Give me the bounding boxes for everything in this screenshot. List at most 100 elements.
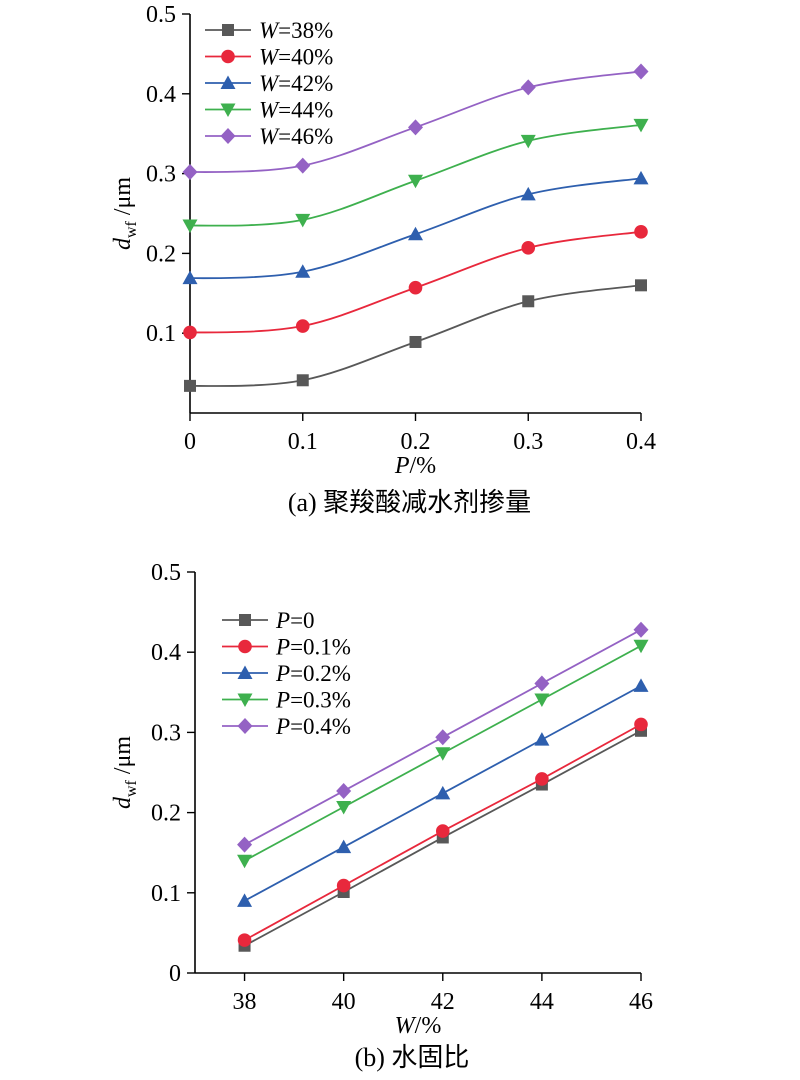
chart-b-series-1-point-3: [535, 772, 549, 786]
chart-b-series-3-point-0: [237, 854, 253, 869]
chart-b-series-1-point-0: [237, 933, 252, 947]
chart-a-series-2-point-1: [295, 264, 311, 278]
chart-b-legend-value-1: =0.1%: [290, 635, 351, 660]
chart-a-series-1-point-3: [521, 241, 536, 255]
chart-a-legend-label-1: W=40%: [259, 45, 333, 70]
chart-a-legend-marker-1: [221, 49, 235, 64]
chart-b-series-4-point-0: [237, 836, 253, 853]
chart-a-legend-marker-2: [220, 75, 236, 89]
chart-b-ytick-label: 0.3: [151, 720, 181, 746]
chart-b-series-2-point-0: [237, 893, 253, 907]
chart-b-legend-marker-4: [237, 718, 253, 734]
chart-a-legend-value-2: =42%: [278, 71, 333, 96]
chart-b-series-1-point-1: [336, 878, 351, 893]
chart-b-series-2-point-1: [336, 839, 352, 854]
chart-b-series-4-point-2: [435, 729, 451, 746]
chart-b-legend-label-2: P=0.2%: [275, 661, 351, 686]
chart-a-series-0-point-1: [296, 374, 309, 387]
chart-a-series-0-point-4: [635, 279, 647, 292]
chart-a-xtick-label: 0.4: [626, 429, 656, 455]
chart-a-y-axis-var: d: [110, 237, 136, 250]
chart-a-series-0-point-0: [184, 379, 196, 392]
chart-a-legend-var-0: W: [259, 18, 280, 43]
chart-b-xtick-label: 44: [530, 989, 554, 1015]
chart-b-legend-value-0: =0: [290, 608, 314, 633]
chart-a-legend-label-3: W=44%: [259, 98, 333, 123]
chart-b-series-2-point-3: [534, 732, 550, 746]
chart-a-legend-var-1: W: [259, 45, 280, 70]
chart-b-legend-value-2: =0.2%: [290, 661, 351, 686]
chart-b-legend-label-0: P=0: [275, 608, 315, 633]
chart-b-legend-var-2: P: [275, 661, 290, 686]
chart-a-xtick-label: 0.3: [513, 429, 543, 455]
chart-a-xtick-label: 0: [184, 429, 196, 455]
chart-b-legend-var-3: P: [275, 688, 290, 713]
chart-b-legend-var-1: P: [275, 635, 290, 660]
chart-b-ytick-label: 0: [169, 961, 181, 987]
chart-a-xtick-label: 0.1: [288, 429, 318, 455]
chart-a-series-4-point-2: [408, 119, 423, 136]
chart-a-x-axis-label: P/%: [394, 453, 436, 479]
chart-b-y-axis-label: dwf /μm: [110, 736, 140, 809]
chart-b-ytick-label: 0.1: [151, 881, 181, 907]
chart-b-series-4-point-1: [336, 782, 352, 799]
chart-b: 00.10.20.30.40.538 40 42 44 46W/%dwf /μmP=0P…: [110, 560, 653, 1072]
chart-b-xtick-label: 46: [629, 989, 653, 1015]
chart-b-legend-var-4: P: [275, 714, 290, 739]
chart-b-y-axis-var: d: [110, 796, 136, 809]
chart-a-ytick-label: 0.2: [146, 241, 176, 267]
chart-b-legend-label-3: P=0.3%: [275, 688, 351, 713]
chart-a-series-1-point-0: [183, 325, 197, 340]
chart-b-series-3-point-4: [633, 639, 649, 654]
chart-a-series-3-point-4: [633, 118, 649, 133]
chart-b-series-4-point-3: [534, 675, 550, 692]
chart-b-legend-marker-2: [237, 665, 253, 679]
chart-a-y-axis-label: dwf /μm: [110, 177, 140, 250]
chart-b-caption: (b) 水固比: [355, 1043, 470, 1072]
chart-a-legend-marker-4: [220, 128, 236, 144]
chart-b-y-axis-sub: wf: [123, 779, 140, 797]
chart-a: 0.10.20.30.40.50 0.1 0.2 0.3 0.4P/%dwf /μmW=…: [110, 2, 656, 517]
chart-a-legend-var-4: W: [259, 124, 280, 149]
chart-a-series-4-point-0: [182, 164, 198, 181]
chart-a-series-2-point-3: [520, 186, 536, 201]
chart-a-ytick-label: 0.4: [146, 82, 176, 108]
chart-b-xtick-label: 42: [431, 989, 455, 1015]
chart-a-legend-var-2: W: [259, 71, 280, 96]
chart-b-legend-marker-0: [239, 614, 251, 626]
chart-b-xtick-label: 38: [233, 989, 257, 1015]
chart-b-legend-value-3: =0.3%: [290, 688, 351, 713]
chart-a-x-axis-unit: /%: [410, 453, 437, 479]
chart-a-series-4-point-4: [633, 63, 649, 80]
chart-b-series-4-point-4: [633, 621, 649, 638]
chart-a-legend-value-1: =40%: [278, 45, 333, 70]
chart-b-x-axis-label: W/%: [395, 1013, 442, 1039]
chart-a-legend-label-0: W=38%: [259, 18, 333, 43]
chart-a-y-axis-sub: wf: [123, 220, 140, 238]
chart-a-series-1-point-2: [408, 280, 423, 295]
chart-b-series-1-point-4: [634, 717, 648, 732]
chart-a-ytick-label: 0.3: [146, 162, 176, 188]
chart-a-legend-value-4: =46%: [278, 124, 333, 149]
chart-a-legend-marker-0: [222, 24, 234, 36]
chart-b-series-2-point-4: [633, 678, 649, 692]
chart-b-series-1-point-2: [435, 824, 450, 838]
chart-b-legend-marker-1: [238, 639, 252, 654]
chart-b-series-3-point-1: [336, 800, 352, 815]
chart-a-series-4-point-3: [520, 79, 536, 96]
chart-b-series-3-point-2: [435, 747, 451, 761]
chart-a-caption: (a) 聚羧酸减水剂掺量: [288, 488, 531, 517]
chart-a-ytick-label: 0.5: [146, 2, 176, 28]
chart-b-legend-label-4: P=0.4%: [275, 714, 351, 739]
chart-a-series-0-point-3: [522, 295, 535, 308]
chart-b-y-axis-unit: /μm: [110, 736, 136, 781]
chart-a-series-3-point-0: [182, 219, 198, 233]
chart-a-series-3-point-1: [295, 213, 311, 228]
chart-a-x-axis-var: P: [394, 453, 410, 479]
chart-a-series-0-point-2: [409, 335, 422, 348]
chart-a-series-2-point-0: [182, 270, 198, 285]
chart-a-series-1-point-4: [634, 225, 648, 239]
chart-b-legend-var-0: P: [275, 608, 290, 633]
chart-a-legend-label-2: W=42%: [259, 71, 333, 96]
